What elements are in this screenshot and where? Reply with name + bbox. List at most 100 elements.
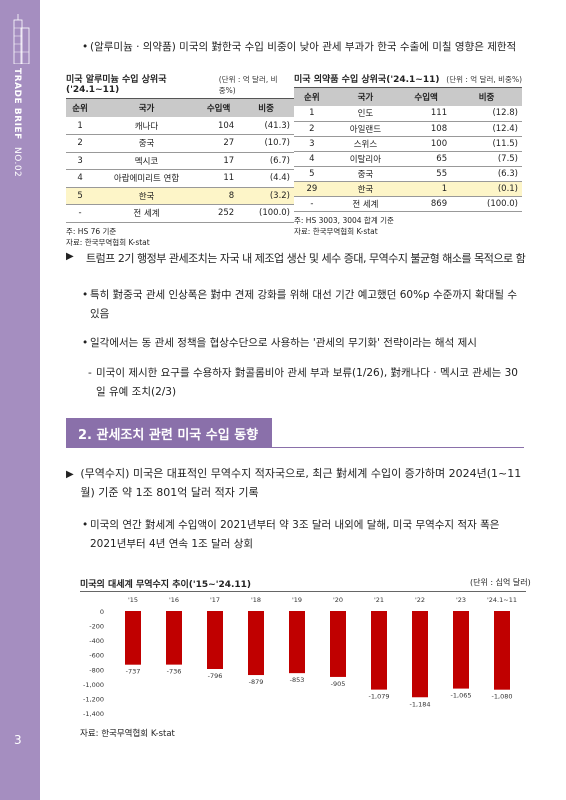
para2-bullet-1-text: 미국의 연간 對세계 수입액이 2021년부터 약 3조 달러 내외에 달해, … [90, 519, 500, 550]
bar-value-label: -1,184 [410, 700, 431, 708]
bar-value-label: -1,079 [369, 693, 390, 701]
aluminum-table-unit: (단위 : 억 달러, 비중%) [218, 75, 278, 95]
para1-bullet-2-text: 일각에서는 동 관세 정책을 협상수단으로 사용하는 '관세의 무기화' 전략이… [90, 337, 477, 349]
arrow-icon: ▶ [66, 469, 74, 480]
main-para-1: ▶ 트럼프 2기 행정부 관세조치는 자국 내 제조업 생산 및 세수 증대, … [66, 250, 526, 266]
x-tick-label: '16 [169, 596, 179, 604]
building-icon [13, 14, 30, 64]
sidebar-brand: TRADE BRIEF NO.02 [12, 68, 22, 178]
pharma-table-title-row: 미국 의약품 수입 상위국('24.1~11) (단위 : 억 달러, 비중%) [294, 72, 522, 85]
para1-bullet-1: • 특히 對중국 관세 인상폭은 對中 견제 강화를 위해 대선 기간 예고했던… [82, 286, 522, 324]
bullet-dot: • [82, 519, 89, 531]
bar-value-label: -1,080 [492, 693, 513, 701]
bar [289, 611, 305, 674]
bar [330, 611, 346, 677]
para1-dash-1-text: 미국이 제시한 요구를 수용하자 對콜롬비아 관세 부과 보류(1/26), 對… [96, 367, 518, 398]
x-tick-label: '20 [333, 596, 343, 604]
bar-value-label: -879 [249, 678, 264, 686]
table-row: 1 인도 111 (12.8) [294, 106, 522, 122]
brand-label: TRADE BRIEF [12, 68, 22, 140]
col-share: 비중 [451, 87, 522, 106]
trade-balance-chart: 0 -200 -400 -600 -800 -1,000 -1,200 -1,400 '15 -7… [83, 596, 517, 718]
bar [125, 611, 141, 665]
table-row-highlight: 29 한국 1 (0.1) [294, 181, 522, 197]
y-tick-label: -200 [89, 623, 104, 631]
table-row: 4 아랍에미리트 연합 11 (4.4) [66, 169, 294, 188]
table-row: 5 중국 55 (6.3) [294, 166, 522, 182]
x-tick-label: '15 [128, 596, 138, 604]
chart-top-rule [80, 591, 526, 592]
x-tick-label: '24.1~11 [487, 596, 517, 604]
aluminum-table: 순위 국가 수입액 비중 1 캐나다 104 (41.3) 2 중국 27 (10.7) 3… [66, 98, 294, 223]
chart-unit: (단위 : 십억 달러) [470, 578, 531, 587]
pharma-table-note: 주: HS 3003, 3004 합계 기준 자료: 한국무역협회 K-stat [294, 215, 394, 236]
y-tick-label: 0 [100, 608, 104, 616]
sidebar: TRADE BRIEF NO.02 3 [0, 0, 40, 800]
bar [248, 611, 264, 676]
y-tick-label: -1,000 [83, 681, 104, 689]
main-para-2-text: (무역수지) 미국은 대표적인 무역수지 적자국으로, 최근 對세계 수입이 증… [80, 467, 522, 499]
x-tick-label: '22 [415, 596, 425, 604]
aluminum-table-title: 미국 알루미늄 수입 상위국('24.1~11) [66, 75, 167, 95]
table-row: 2 중국 27 (10.7) [66, 134, 294, 153]
aluminum-table-title-row: 미국 알루미늄 수입 상위국('24.1~11) (단위 : 억 달러, 비중%… [66, 72, 294, 96]
col-rank: 순위 [294, 87, 330, 106]
top-bullet: • (알루미늄 · 의약품) 미국의 對한국 수입 비중이 낮아 관세 부과가 … [82, 38, 522, 57]
page-number: 3 [14, 733, 22, 747]
aluminum-table-block: 미국 알루미늄 수입 상위국('24.1~11) (단위 : 억 달러, 비중%… [66, 72, 294, 248]
para1-bullet-1-text: 특히 對중국 관세 인상폭은 對中 견제 강화를 위해 대선 기간 예고했던 6… [90, 289, 518, 320]
section-divider [272, 447, 524, 448]
bar [453, 611, 469, 689]
main-para-2: ▶ (무역수지) 미국은 대표적인 무역수지 적자국으로, 최근 對세계 수입이… [66, 464, 526, 502]
arrow-icon: ▶ [66, 251, 74, 262]
bar [494, 611, 510, 690]
col-share: 비중 [238, 98, 294, 117]
top-bullet-text: (알루미늄 · 의약품) 미국의 對한국 수입 비중이 낮아 관세 부과가 한국… [90, 41, 517, 53]
bullet-dot: • [82, 289, 89, 301]
bar-value-label: -853 [290, 676, 305, 684]
para1-dash-1: - 미국이 제시한 요구를 수용하자 對콜롬비아 관세 부과 보류(1/26),… [88, 364, 520, 402]
y-tick-label: -400 [89, 637, 104, 645]
bar-value-label: -736 [167, 668, 182, 676]
table-row: 2 아일랜드 108 (12.4) [294, 121, 522, 137]
y-tick-label: -600 [89, 652, 104, 660]
bullet-dot: • [82, 337, 89, 349]
bar-value-label: -1,065 [451, 692, 472, 700]
bar-value-label: -737 [126, 668, 141, 676]
table-row: -전 세계 869 (100.0) [294, 196, 522, 212]
table-row: 3 멕시코 17 (6.7) [66, 152, 294, 170]
bar [166, 611, 182, 665]
x-tick-label: '19 [292, 596, 302, 604]
table-row: 4 이탈리아 65 (7.5) [294, 151, 522, 167]
x-tick-label: '18 [251, 596, 261, 604]
col-amount: 수입액 [198, 98, 239, 117]
pharma-table-block: 미국 의약품 수입 상위국('24.1~11) (단위 : 억 달러, 비중%)… [294, 72, 522, 237]
para2-bullet-1: • 미국의 연간 對세계 수입액이 2021년부터 약 3조 달러 내외에 달해… [82, 516, 522, 554]
section-title: 2. 관세조치 관련 미국 수입 동향 [66, 418, 272, 448]
pharma-table-title: 미국 의약품 수입 상위국('24.1~11) [294, 75, 440, 85]
bar [371, 611, 387, 690]
bar-value-label: -905 [331, 680, 346, 688]
para1-bullet-2: • 일각에서는 동 관세 정책을 협상수단으로 사용하는 '관세의 무기화' 전… [82, 334, 522, 353]
table-row: 1 캐나다 104 (41.3) [66, 117, 294, 135]
table-row: -전 세계 252 (100.0) [66, 204, 294, 223]
y-tick-label: -1,400 [83, 710, 104, 718]
chart-source: 자료: 한국무역협회 K-stat [80, 729, 175, 739]
bar-value-label: -796 [208, 672, 223, 680]
y-tick-label: -800 [89, 666, 104, 674]
col-rank: 순위 [66, 98, 95, 117]
y-tick-label: -1,200 [83, 695, 104, 703]
dash-mark: - [88, 367, 92, 379]
bar [207, 611, 223, 669]
table-row-highlight: 5 한국 8 (3.2) [66, 187, 294, 205]
main-para-1-text: 트럼프 2기 행정부 관세조치는 자국 내 제조업 생산 및 세수 증대, 무역… [86, 252, 526, 265]
x-tick-label: '17 [210, 596, 220, 604]
x-tick-label: '23 [456, 596, 466, 604]
pharma-table: 순위 국가 수입액 비중 1 인도 111 (12.8) 2 아일랜드 108 (12.4)… [294, 87, 522, 212]
col-amount: 수입액 [401, 87, 452, 106]
x-tick-label: '21 [374, 596, 384, 604]
col-country: 국가 [94, 98, 199, 117]
bullet-dot: • [82, 41, 89, 53]
aluminum-table-note: 주: HS 76 기준 자료: 한국무역협회 K-stat [66, 226, 150, 247]
table-row: 3 스위스 100 (11.5) [294, 136, 522, 152]
